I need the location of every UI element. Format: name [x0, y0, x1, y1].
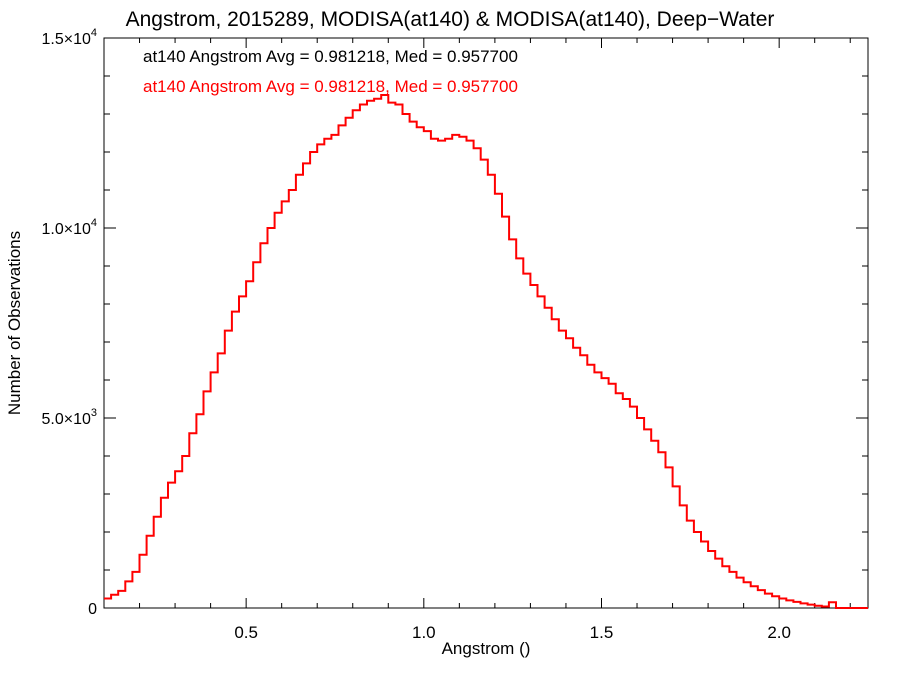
series-line: [104, 94, 868, 609]
x-tick-label: 0.5: [234, 623, 258, 642]
y-tick-label: 0: [88, 601, 97, 618]
x-tick-label: 1.0: [412, 623, 436, 642]
plot-frame: [103, 37, 869, 609]
x-tick-label: 1.5: [590, 623, 614, 642]
annotation-black: at140 Angstrom Avg = 0.981218, Med = 0.9…: [143, 47, 518, 66]
x-axis-tick-labels: 0.5 1.0 1.5 2.0: [234, 623, 791, 642]
y-axis-ticks: [104, 37, 868, 609]
y-tick-label: 1.5×104: [41, 27, 97, 48]
x-axis-label: Angstrom (): [442, 639, 531, 658]
y-tick-label: 1.0×104: [41, 217, 97, 238]
annotation-red: at140 Angstrom Avg = 0.981218, Med = 0.9…: [143, 77, 518, 96]
y-tick-label: 5.0×103: [41, 407, 97, 428]
y-tick-mantissa: 1.5×10: [41, 31, 90, 48]
y-tick-exponent: 4: [91, 27, 97, 39]
y-tick-exponent: 4: [91, 217, 97, 229]
y-tick-mantissa: 1.0×10: [41, 221, 90, 238]
chart-title: Angstrom, 2015289, MODISA(at140) & MODIS…: [126, 8, 775, 31]
y-tick-exponent: 3: [91, 407, 97, 419]
y-tick-mantissa: 5.0×10: [41, 411, 90, 428]
y-tick-mantissa: 0: [88, 601, 97, 618]
x-axis-ticks: [139, 38, 851, 608]
x-tick-label: 2.0: [767, 623, 791, 642]
y-axis-label: Number of Observations: [5, 231, 24, 415]
